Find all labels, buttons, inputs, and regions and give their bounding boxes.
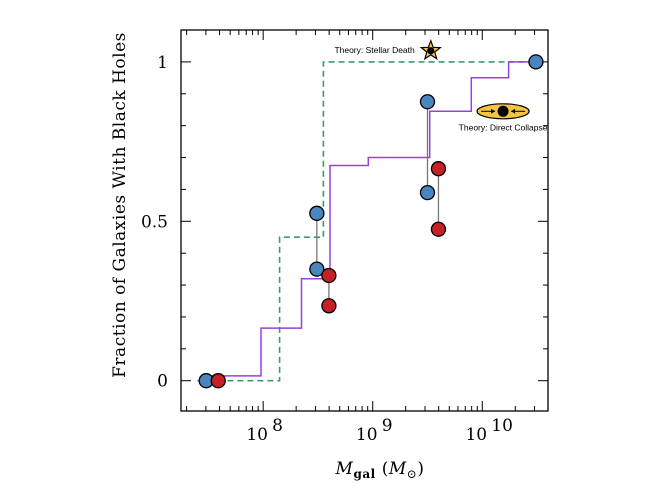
x-axis-unit-symbol: M xyxy=(388,459,407,479)
y-axis-title: Fraction of Galaxies With Black Holes xyxy=(110,32,130,378)
y-tick-label: 1 xyxy=(157,53,168,73)
solid-step-line xyxy=(206,61,537,377)
x-tick-label-exponent: 10 xyxy=(491,416,513,436)
stellar-death-label: Theory: Stellar Death xyxy=(334,45,415,55)
data-points xyxy=(198,54,544,389)
arrow-right-head xyxy=(511,108,516,114)
x-axis-unit-close: ) xyxy=(417,459,424,479)
dashed-step-line xyxy=(197,61,537,382)
blue-point xyxy=(528,54,544,70)
x-axis-symbol: M xyxy=(335,459,354,479)
y-tick-label: 0 xyxy=(157,372,168,392)
x-tick-label-exponent: 9 xyxy=(382,416,393,436)
x-axis-unit-open: ( xyxy=(382,459,389,479)
direct-collapse-core xyxy=(497,105,509,117)
x-axis-title: Mgal (M⊙) xyxy=(335,459,425,481)
red-point xyxy=(321,298,337,314)
red-point xyxy=(430,161,447,177)
step-lines xyxy=(197,61,537,382)
x-tick-label: 10 xyxy=(356,425,378,445)
blue-point xyxy=(309,205,325,221)
arrow-left-head xyxy=(491,108,496,114)
x-axis-subscript: gal xyxy=(353,467,375,481)
x-tick-label: 10 xyxy=(465,425,487,445)
x-tick-label-exponent: 8 xyxy=(272,416,283,436)
red-point xyxy=(321,267,337,284)
blue-point xyxy=(419,184,436,201)
stellar-death-core xyxy=(427,47,435,55)
annotations: Theory: Stellar Death Theory: Direct Coll… xyxy=(334,38,548,132)
x-axis-unit-subscript: ⊙ xyxy=(407,467,418,481)
blue-point xyxy=(309,261,325,277)
direct-collapse-label: Theory: Direct Collapse xyxy=(459,122,548,132)
red-point xyxy=(430,221,447,237)
blue-point xyxy=(419,94,436,110)
x-tick-label: 10 xyxy=(246,425,268,445)
axis-ticks xyxy=(181,30,548,411)
y-tick-label: 0.5 xyxy=(141,212,168,232)
red-point xyxy=(210,373,226,389)
plot-frame xyxy=(180,29,549,412)
